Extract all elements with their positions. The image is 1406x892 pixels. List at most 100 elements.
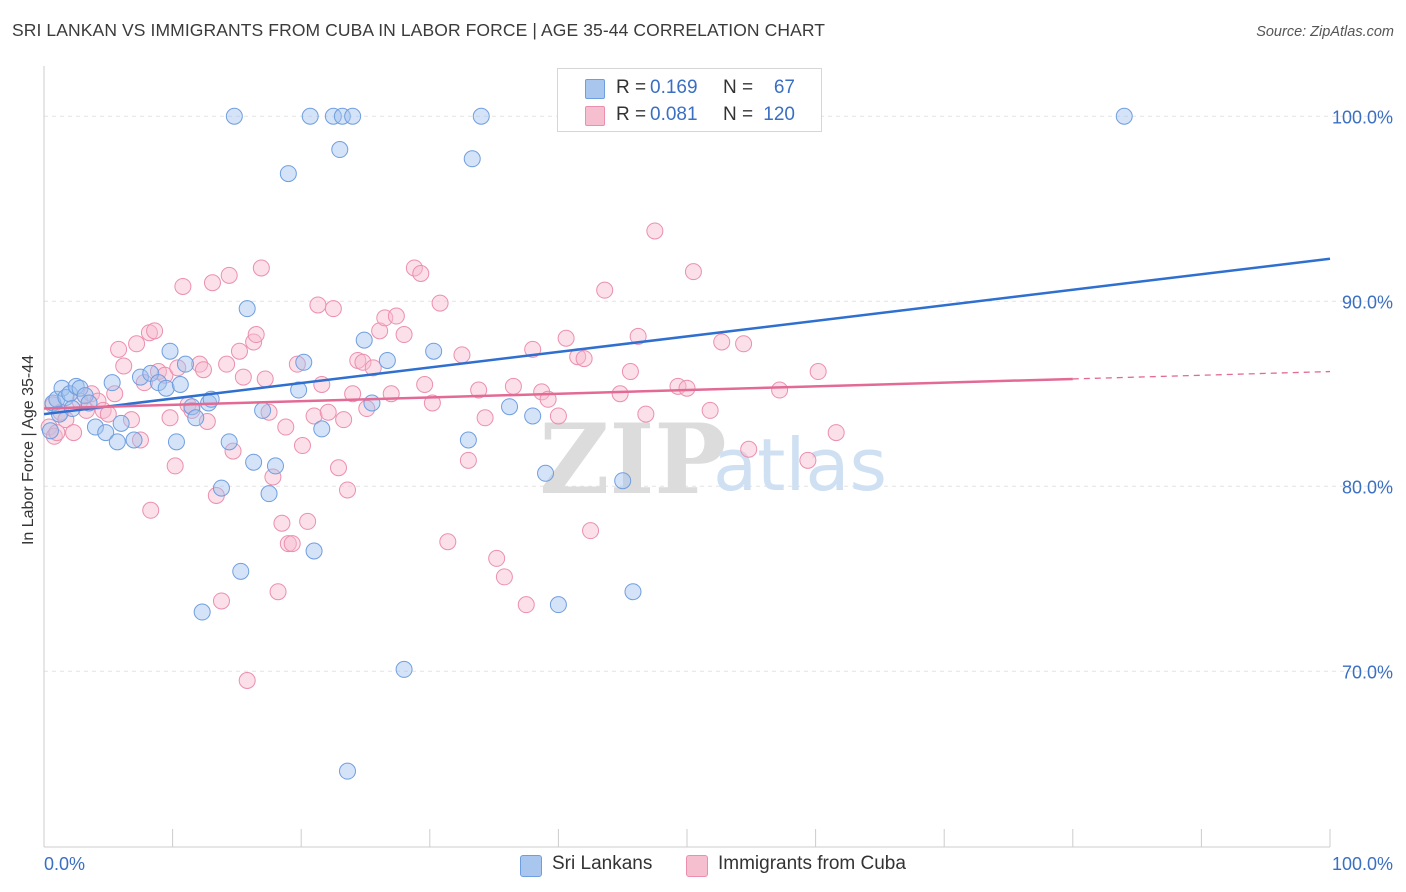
data-point xyxy=(279,165,297,183)
data-point xyxy=(575,350,593,368)
data-point xyxy=(166,457,184,475)
data-point xyxy=(305,407,323,425)
data-point xyxy=(252,259,270,277)
data-point xyxy=(338,762,356,780)
data-point xyxy=(48,424,66,442)
data-point xyxy=(549,407,567,425)
data-point xyxy=(131,368,149,386)
legend-row-immigrants-from-cuba: R = 0.081 N = 120 xyxy=(558,100,821,128)
data-point xyxy=(517,596,535,614)
watermark-atlas: atlas xyxy=(713,423,887,507)
data-point xyxy=(611,385,629,403)
data-point xyxy=(799,451,817,469)
data-point xyxy=(387,307,405,325)
data-point xyxy=(463,150,481,168)
gridlines xyxy=(44,115,1392,672)
data-point xyxy=(293,437,311,455)
legend-n-value: 67 xyxy=(773,77,795,98)
trend-line-immigrants-from-cuba xyxy=(43,377,1073,410)
data-point xyxy=(495,568,513,586)
data-point xyxy=(319,403,337,421)
y-tick-label: 90.0% xyxy=(1342,292,1393,312)
legend-swatch-pink xyxy=(686,855,708,877)
data-point xyxy=(335,411,353,429)
data-point xyxy=(283,535,301,553)
data-point xyxy=(238,672,256,689)
tick-labels: 70.0% 80.0% 90.0% 100.0% 0.0% 100.0% xyxy=(44,107,1393,874)
data-point xyxy=(176,355,194,373)
data-point xyxy=(501,398,519,416)
data-point xyxy=(344,385,362,403)
data-point xyxy=(193,603,211,621)
data-point xyxy=(146,322,164,340)
data-point xyxy=(329,459,347,477)
data-point xyxy=(224,442,242,460)
data-point xyxy=(309,296,327,314)
y-tick-label: 100.0% xyxy=(1332,107,1393,127)
data-point xyxy=(333,107,351,125)
data-point xyxy=(174,277,192,295)
data-point xyxy=(247,326,265,344)
data-point xyxy=(684,263,702,281)
data-point xyxy=(187,409,205,427)
data-point xyxy=(169,359,187,377)
data-point xyxy=(161,409,179,427)
data-point xyxy=(212,592,230,610)
data-point xyxy=(112,414,130,432)
data-point xyxy=(288,355,306,373)
trend-lines xyxy=(43,257,1331,416)
legend-r-label: R = xyxy=(616,77,647,98)
x-tick-label: 100.0% xyxy=(1332,854,1393,874)
data-point xyxy=(621,363,639,381)
data-point xyxy=(614,472,632,490)
data-point xyxy=(324,300,342,318)
correlation-legend: R = 0.169 N = 67 R = 0.081 N = 120 xyxy=(557,68,822,132)
data-point xyxy=(678,379,696,397)
legend-swatch-pink xyxy=(585,106,605,126)
data-point xyxy=(41,422,59,440)
data-point xyxy=(331,141,349,159)
data-point xyxy=(264,468,282,486)
data-point xyxy=(279,535,297,553)
legend-r-value: 0.169 xyxy=(650,77,698,98)
data-point xyxy=(472,107,490,125)
legend-label: Immigrants from Cuba xyxy=(718,853,906,874)
source-label: Source: ZipAtlas.com xyxy=(1256,24,1394,40)
data-point xyxy=(524,407,542,425)
data-point xyxy=(416,376,434,393)
trend-line-extension xyxy=(1072,370,1331,380)
data-point xyxy=(234,368,252,386)
data-point xyxy=(245,453,263,471)
data-point xyxy=(115,357,133,375)
data-point xyxy=(646,222,664,240)
legend-n-label: N = xyxy=(723,104,754,125)
data-point xyxy=(171,376,189,393)
legend-r-value: 0.081 xyxy=(650,104,698,125)
data-point xyxy=(557,329,575,347)
y-tick-label: 70.0% xyxy=(1342,662,1393,682)
data-point xyxy=(549,596,567,614)
data-point xyxy=(122,411,140,429)
data-point xyxy=(220,266,238,284)
data-point xyxy=(131,431,149,449)
data-point xyxy=(476,409,494,427)
data-point xyxy=(125,431,143,449)
data-point xyxy=(65,424,83,442)
data-point xyxy=(395,326,413,344)
data-point xyxy=(108,433,126,451)
series-sri-lankans xyxy=(41,107,1133,780)
data-point xyxy=(212,479,230,497)
data-point xyxy=(713,333,731,351)
data-point xyxy=(220,433,238,451)
data-point xyxy=(740,440,758,458)
data-point xyxy=(431,294,449,312)
data-point xyxy=(299,512,317,530)
chart-title: SRI LANKAN VS IMMIGRANTS FROM CUBA IN LA… xyxy=(12,20,826,40)
data-point xyxy=(827,424,845,442)
data-point xyxy=(423,394,441,412)
trend-line-sri-lankans xyxy=(43,257,1331,416)
data-point xyxy=(110,340,128,358)
data-point xyxy=(425,342,443,360)
data-point xyxy=(488,549,506,567)
